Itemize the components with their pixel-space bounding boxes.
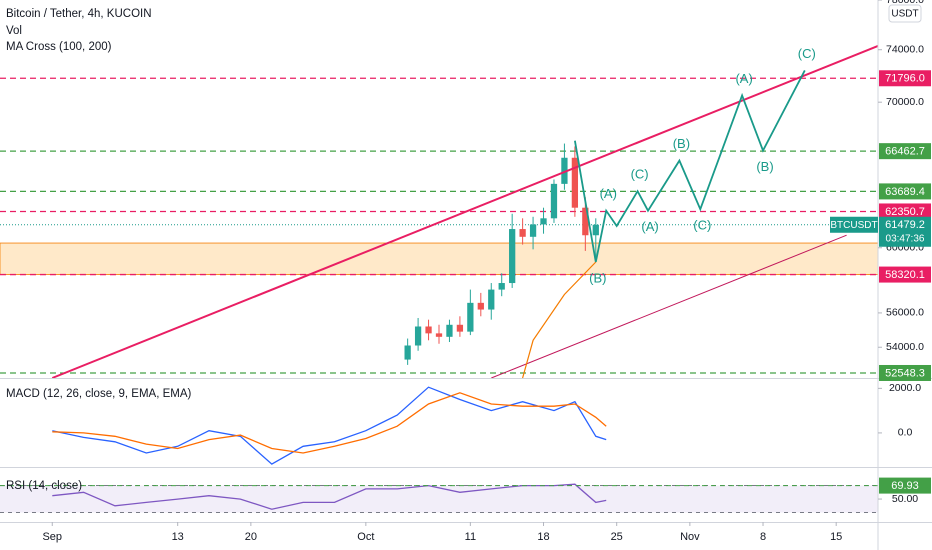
x-tick-label: 25 xyxy=(611,531,623,543)
candle-body xyxy=(561,157,568,184)
candle-body xyxy=(582,207,589,236)
level-label-box xyxy=(879,266,931,283)
level-label: 62350.7 xyxy=(885,206,925,218)
wave-label: (B) xyxy=(673,136,690,151)
wave-projection xyxy=(574,69,806,263)
level-label: 58320.1 xyxy=(885,269,925,281)
wave-label: (C) xyxy=(798,46,816,61)
zone xyxy=(0,242,879,275)
candle-body xyxy=(488,289,495,310)
indicator-label: RSI (14, close) xyxy=(6,480,82,492)
candle-body xyxy=(571,157,579,208)
wave-label: (B) xyxy=(589,270,606,285)
price-tag: 61479.2 xyxy=(885,219,925,231)
level-label-box xyxy=(879,70,931,87)
y-tick-label: 70000.0 xyxy=(886,96,924,108)
level-label: 69.93 xyxy=(891,480,919,492)
plot-layer: (B) (A) (C) (A) (B) (C) (A) (B) (C) xyxy=(0,44,879,514)
currency: USDT xyxy=(891,9,918,20)
indicator-line xyxy=(52,483,607,510)
x-tick-label: 13 xyxy=(172,531,184,543)
indicator-line xyxy=(52,392,607,454)
rsi-band xyxy=(0,485,878,513)
indicator-label: MACD (12, 26, close, 9, EMA, EMA) xyxy=(6,388,192,400)
y-tick-label: 50.00 xyxy=(892,493,918,505)
wave-label: (C) xyxy=(631,167,649,182)
currency-badge[interactable] xyxy=(888,4,922,23)
x-tick-label: Nov xyxy=(680,531,700,543)
candle-body xyxy=(529,224,537,237)
x-tick-label: Oct xyxy=(357,531,374,543)
candle-body xyxy=(540,218,547,225)
x-tick-label: 11 xyxy=(465,531,476,543)
axis-labels: 54000.056000.060000.070000.074000.078000… xyxy=(42,0,931,543)
wave-label: (A) xyxy=(641,219,658,234)
x-tick-label: 15 xyxy=(830,531,842,543)
level-label-box xyxy=(879,143,931,160)
candle-body xyxy=(550,183,558,219)
x-tick-label: 8 xyxy=(760,531,766,543)
indicator-label: Vol xyxy=(6,25,22,37)
candle-body xyxy=(425,326,432,334)
ma-line xyxy=(522,261,597,379)
candle-body xyxy=(477,302,484,310)
level-label-box xyxy=(879,183,931,200)
candle-body xyxy=(414,326,422,346)
candle-body xyxy=(519,229,526,237)
indicator-label: MA Cross (100, 200) xyxy=(6,41,112,53)
candle-body xyxy=(446,324,453,337)
y-tick-label: 56000.0 xyxy=(886,307,924,319)
wave-label: (A) xyxy=(735,71,752,86)
level-label: 63689.4 xyxy=(885,186,925,198)
level-label-box xyxy=(879,203,931,220)
candle-body xyxy=(435,333,443,337)
candle-body xyxy=(509,229,516,284)
y-tick-label: 54000.0 xyxy=(886,341,924,353)
candle-body xyxy=(456,324,464,332)
candle-body xyxy=(467,302,474,332)
y-tick-label: 2000.0 xyxy=(889,382,921,394)
level-label: 52548.3 xyxy=(885,367,925,379)
x-tick-label: 18 xyxy=(537,531,549,543)
candle-body xyxy=(592,224,599,236)
symbol-title: Bitcoin / Tether, 4h, KUCOIN xyxy=(6,8,152,20)
candle-body xyxy=(498,283,505,290)
trendline xyxy=(491,234,847,379)
price-tag-box xyxy=(879,216,931,247)
x-tick-label: 20 xyxy=(245,531,257,543)
wave-label: (A) xyxy=(600,186,617,201)
symbol-tag-box xyxy=(830,216,878,233)
level-label-box xyxy=(879,364,931,381)
x-tick-label: Sep xyxy=(42,531,62,543)
indicator-line xyxy=(52,386,607,465)
symbol-tag: BTCUSDT xyxy=(830,220,877,231)
y-tick-label: 74000.0 xyxy=(886,43,924,55)
level-label-box xyxy=(879,477,931,494)
y-tick-label: 78000.0 xyxy=(886,0,924,6)
level-label: 71796.0 xyxy=(885,73,925,85)
candle-body xyxy=(404,345,411,360)
level-label: 66462.7 xyxy=(885,146,925,158)
y-tick-label: 0.0 xyxy=(898,427,913,439)
wave-label: (C) xyxy=(693,218,711,233)
wave-label: (B) xyxy=(756,159,773,174)
countdown: 03:47:36 xyxy=(886,233,925,244)
